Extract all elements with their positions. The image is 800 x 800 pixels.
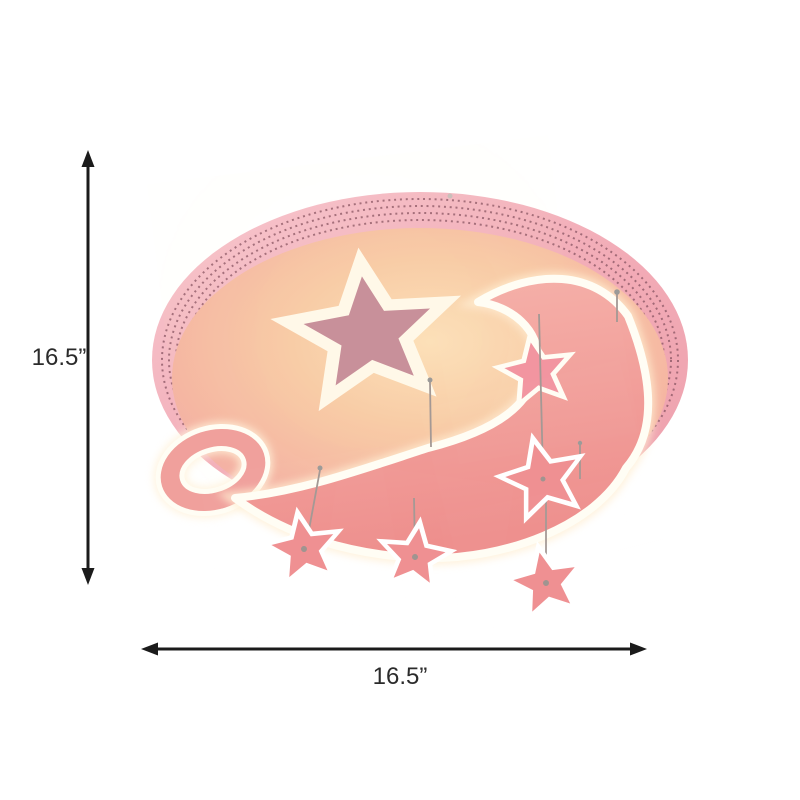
arrow-left-icon (141, 642, 158, 656)
arrow-right-icon (630, 642, 647, 656)
pin-head (427, 377, 433, 383)
pendant-star-2 (366, 507, 465, 599)
star-rivet (540, 476, 546, 482)
pendant-star-1 (251, 495, 356, 594)
arrow-down-icon (81, 568, 95, 585)
perforation-dot-row (161, 198, 679, 522)
pin-head (577, 440, 583, 446)
pin-head (614, 289, 620, 295)
rim-screw (447, 193, 453, 199)
dimension-width: 16.5” (141, 642, 647, 690)
dimension-width-label: 16.5” (373, 663, 428, 690)
pendant-star-4 (491, 528, 599, 629)
wire (429, 381, 432, 448)
perforation-dot-row (168, 205, 672, 515)
pendant-star-3 (480, 417, 603, 532)
star-rivet (301, 546, 307, 552)
star-rivet (543, 580, 549, 586)
dimension-height: 16.5” (32, 150, 95, 585)
dimension-height-label: 16.5” (32, 344, 87, 371)
arrow-up-icon (81, 150, 95, 167)
pin-heads (317, 289, 620, 471)
pin-head (317, 465, 323, 471)
star-rivet (412, 554, 418, 560)
